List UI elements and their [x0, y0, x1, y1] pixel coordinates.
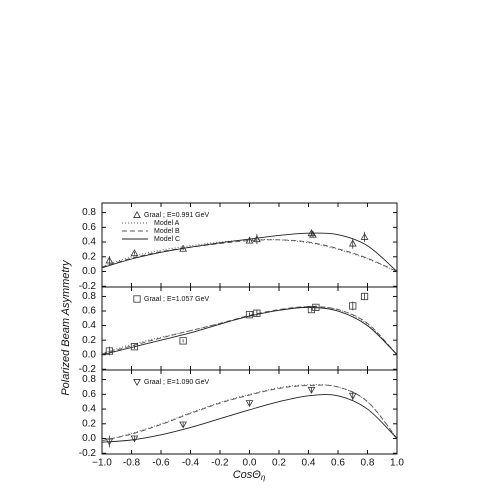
y-tick-label: 0.4 — [82, 237, 96, 248]
x-tick-label: -0.6 — [152, 458, 170, 469]
marker — [133, 210, 141, 218]
y-tick-label: -0.2 — [79, 281, 97, 292]
marker — [130, 435, 139, 443]
x-tick-label: 0.4 — [302, 458, 316, 469]
y-tick-label: 0.6 — [82, 306, 96, 317]
model-curve — [101, 239, 398, 272]
marker — [360, 232, 369, 240]
x-tick-label: −1.0 — [92, 458, 112, 469]
x-tick-label: -0.4 — [182, 458, 200, 469]
x-tick-label: -0.2 — [211, 458, 229, 469]
legend-label: Graal ; E=0.991 GeV — [144, 212, 210, 219]
marker — [179, 421, 188, 429]
model-curve — [101, 384, 398, 442]
marker — [245, 236, 254, 244]
x-tick-label: 0.0 — [243, 458, 257, 469]
y-tick-label: 0.2 — [82, 251, 96, 262]
y-tick-label: 0.2 — [82, 335, 96, 346]
marker — [349, 302, 357, 310]
marker — [307, 386, 316, 394]
marker — [130, 249, 139, 257]
y-tick-label: 0.0 — [82, 433, 96, 444]
y-tick-label: 0.0 — [82, 349, 96, 360]
marker — [245, 400, 254, 408]
marker — [348, 239, 357, 247]
marker — [309, 230, 317, 238]
y-tick-label: 0.8 — [82, 374, 96, 385]
y-tick-label: 0.0 — [82, 266, 96, 277]
y-tick-label: 0.6 — [82, 389, 96, 400]
marker — [179, 337, 187, 345]
marker — [105, 438, 114, 446]
y-tick-label: 0.4 — [82, 320, 96, 331]
legend-label: Model A — [154, 220, 180, 227]
x-tick-label: 1.0 — [390, 458, 404, 469]
y-tick-label: 0.8 — [82, 207, 96, 218]
legend-label: Model C — [154, 236, 180, 243]
x-tick-label: 0.6 — [331, 458, 345, 469]
x-tick-label: -0.8 — [123, 458, 141, 469]
x-axis-label: CosΘη — [233, 469, 266, 482]
marker — [312, 303, 320, 311]
marker — [105, 347, 113, 355]
x-tick-label: 0.8 — [361, 458, 375, 469]
legend-label: Graal ; E=1.090 GeV — [144, 379, 210, 386]
marker — [130, 343, 139, 351]
marker — [348, 392, 357, 400]
y-tick-label: 0.4 — [82, 404, 96, 415]
marker — [133, 295, 141, 303]
marker — [105, 256, 114, 264]
y-axis-label: Polarized Beam Asymmetry — [60, 259, 72, 396]
y-tick-label: 0.2 — [82, 418, 96, 429]
y-tick-label: 0.8 — [82, 291, 96, 302]
marker — [307, 305, 316, 314]
x-axis-label-main: CosΘ — [233, 469, 262, 481]
marker — [252, 235, 261, 243]
y-tick-label: 0.6 — [82, 222, 96, 233]
model-curve — [101, 394, 398, 443]
marker — [179, 244, 188, 252]
x-axis-label-sub: η — [261, 473, 266, 482]
marker — [360, 292, 369, 301]
marker — [133, 379, 141, 387]
x-tick-label: 0.2 — [272, 458, 286, 469]
y-tick-label: -0.2 — [79, 448, 97, 459]
legend-label: Graal ; E=1.057 GeV — [144, 296, 210, 303]
marker — [253, 309, 261, 317]
legend-label: Model B — [154, 228, 180, 235]
y-tick-label: -0.2 — [79, 364, 97, 375]
marker — [245, 311, 254, 319]
